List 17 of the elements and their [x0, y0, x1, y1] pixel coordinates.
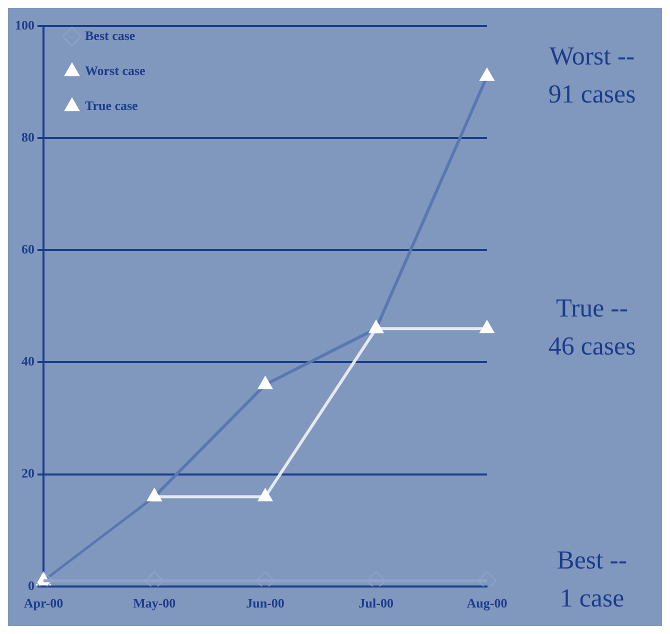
y-tick-label: 40 [22, 354, 34, 369]
annotation: Best -- 1 case [556, 546, 628, 613]
annotation: Worst -- 91 cases [548, 41, 636, 108]
x-tick-label: Jun-00 [246, 596, 284, 611]
y-tick-label: 20 [22, 466, 34, 481]
x-tick-label: May-00 [133, 596, 176, 611]
x-tick-label: Jul-00 [358, 596, 394, 611]
y-tick-label: 80 [22, 129, 34, 144]
x-tick-label: Apr-00 [24, 596, 64, 611]
annotation: True -- 46 cases [548, 293, 636, 360]
legend-label: Worst case [85, 62, 146, 78]
y-tick-label: 0 [28, 578, 34, 593]
y-tick-label: 60 [22, 242, 34, 257]
legend-label: Best case [85, 28, 136, 43]
y-tick-label: 100 [15, 17, 34, 32]
legend-label: True case [85, 98, 138, 113]
x-tick-label: Aug-00 [466, 596, 508, 611]
